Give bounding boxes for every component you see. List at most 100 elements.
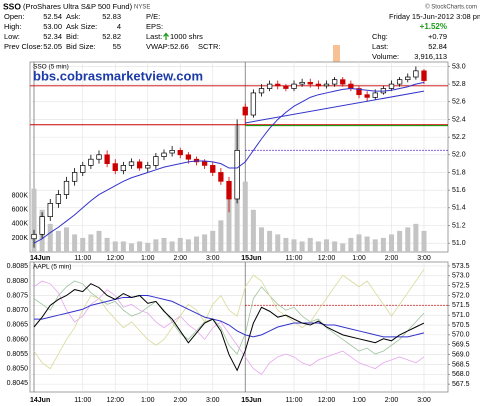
volume-bar — [291, 239, 297, 252]
x-tick-label: 3:00 — [206, 255, 220, 262]
candle-body — [47, 203, 53, 218]
volume-bar — [145, 242, 151, 252]
x-tick-label: 2:00 — [385, 255, 399, 262]
y-tick-label: 52.6 — [452, 99, 466, 106]
y-tick-label: 52.8 — [452, 81, 466, 88]
volume-bar — [242, 181, 248, 252]
y-tick-label: 570.5 — [452, 322, 470, 329]
quote-label: Bid: — [66, 32, 79, 41]
candle-body — [364, 94, 370, 98]
quote-label: Prev Close: — [4, 42, 43, 51]
candle-body — [413, 70, 419, 78]
y-tick-label: 52.4 — [452, 116, 466, 123]
quote-label: VWAP: — [146, 42, 170, 51]
quote-label: Bid Size: — [66, 42, 96, 51]
volume-bar — [64, 227, 69, 252]
x-tick-label: 2:00 — [173, 397, 187, 404]
candle-body — [275, 83, 281, 87]
x-tick-label: 15Jun — [241, 397, 261, 404]
x-tick-label: 1:00 — [352, 397, 366, 404]
quote-value: 53.00 — [43, 22, 62, 31]
x-tick-label: 3:00 — [417, 397, 431, 404]
volume-bar — [332, 241, 338, 252]
symbol: SSO — [3, 1, 21, 11]
quote-label: Low: — [4, 32, 20, 41]
quote-label: High: — [4, 22, 22, 31]
volume-bar — [137, 241, 143, 252]
volume-bar — [389, 234, 394, 252]
y-tick-label: 567.5 — [452, 381, 470, 388]
candle-body — [112, 163, 118, 172]
date: Friday 15-Jun-2012 3:08 pm — [389, 12, 480, 21]
volume-bar — [88, 234, 94, 252]
candle-body — [283, 85, 289, 89]
volume-bar — [120, 241, 126, 252]
candle-body — [396, 79, 403, 85]
panel: 567.5 568.0 568.5 569.0 569.5 570.0 570.5 571.0… — [7, 261, 470, 404]
volume-bar — [364, 236, 370, 252]
volume-bar — [47, 223, 53, 252]
candle-body — [226, 180, 232, 200]
panel: 51.0 51.2 51.4 51.6 51.8 52.0 52.2 52.4 52.6 52.8… — [12, 61, 466, 262]
volume-bar — [372, 239, 378, 252]
candle-body — [201, 161, 208, 166]
stat-value: +0.79 — [428, 32, 447, 41]
candle-body — [104, 154, 110, 164]
candle-body — [136, 161, 143, 169]
quote-value: 4 — [117, 22, 121, 31]
candle-body — [63, 180, 70, 195]
y2-tick-label: 0.8055 — [7, 351, 29, 358]
volume-bar — [185, 239, 191, 252]
volume-bar — [250, 209, 256, 252]
x-tick-label: 1:00 — [141, 397, 155, 404]
y-tick-label: 572.5 — [452, 282, 470, 289]
volume-bar — [72, 234, 78, 252]
header: SSO (ProShares Ultra S&P 500 Fund) NYSE … — [3, 1, 480, 61]
stat-value: 3,916,113 — [414, 52, 447, 61]
volume-bar — [348, 237, 354, 252]
quote-label: Ask Size: — [66, 22, 97, 31]
candle-body — [169, 150, 175, 154]
y-tick-label: 570.0 — [452, 332, 470, 339]
quote-label: Open: — [4, 12, 24, 21]
volume-bar — [315, 241, 321, 252]
panel-title: SSO (5 min) — [33, 64, 69, 71]
candle-body — [177, 150, 183, 156]
x-tick-label: 12:00 — [106, 397, 124, 404]
x-tick-label: 12:00 — [106, 255, 124, 262]
volume-bar — [267, 230, 273, 252]
candle-body — [348, 83, 354, 89]
volume-bar — [405, 227, 411, 252]
series-line — [33, 269, 425, 370]
candle-body — [88, 158, 94, 166]
series-line — [34, 294, 425, 338]
x-tick-label: 2:00 — [385, 397, 399, 404]
sctr-label: SCTR: — [198, 42, 221, 51]
y2-tick-label: 0.8045 — [7, 380, 29, 387]
y2-tick-label: 400K — [12, 221, 29, 228]
volume-bar — [80, 237, 86, 252]
volume-bar — [55, 230, 61, 252]
y-tick-label: 52.0 — [452, 152, 466, 159]
x-tick-label: 1:00 — [141, 255, 155, 262]
volume-bar — [299, 241, 305, 252]
y2-tick-label: 200K — [12, 235, 29, 242]
y-tick-label: 571.5 — [452, 302, 470, 309]
y2-tick-label: 800K — [12, 193, 29, 200]
x-tick-label: 14Jun — [30, 255, 50, 262]
x-tick-label: 3:00 — [206, 397, 220, 404]
quote-label: EPS: — [146, 22, 163, 31]
panel-title: AAPL (5 min) — [33, 264, 71, 271]
volume-bar — [380, 237, 386, 252]
candle-body — [185, 154, 192, 160]
candle-body — [250, 92, 257, 116]
candle-body — [153, 156, 159, 166]
quote-label: P/E: — [146, 12, 160, 21]
candle-body — [120, 165, 127, 172]
y2-tick-label: 0.8060 — [7, 336, 29, 343]
y-tick-label: 51.4 — [452, 205, 466, 212]
stat-value: 52.84 — [428, 42, 447, 51]
y-tick-label: 569.5 — [452, 342, 470, 349]
x-tick-label: 14Jun — [30, 397, 50, 404]
